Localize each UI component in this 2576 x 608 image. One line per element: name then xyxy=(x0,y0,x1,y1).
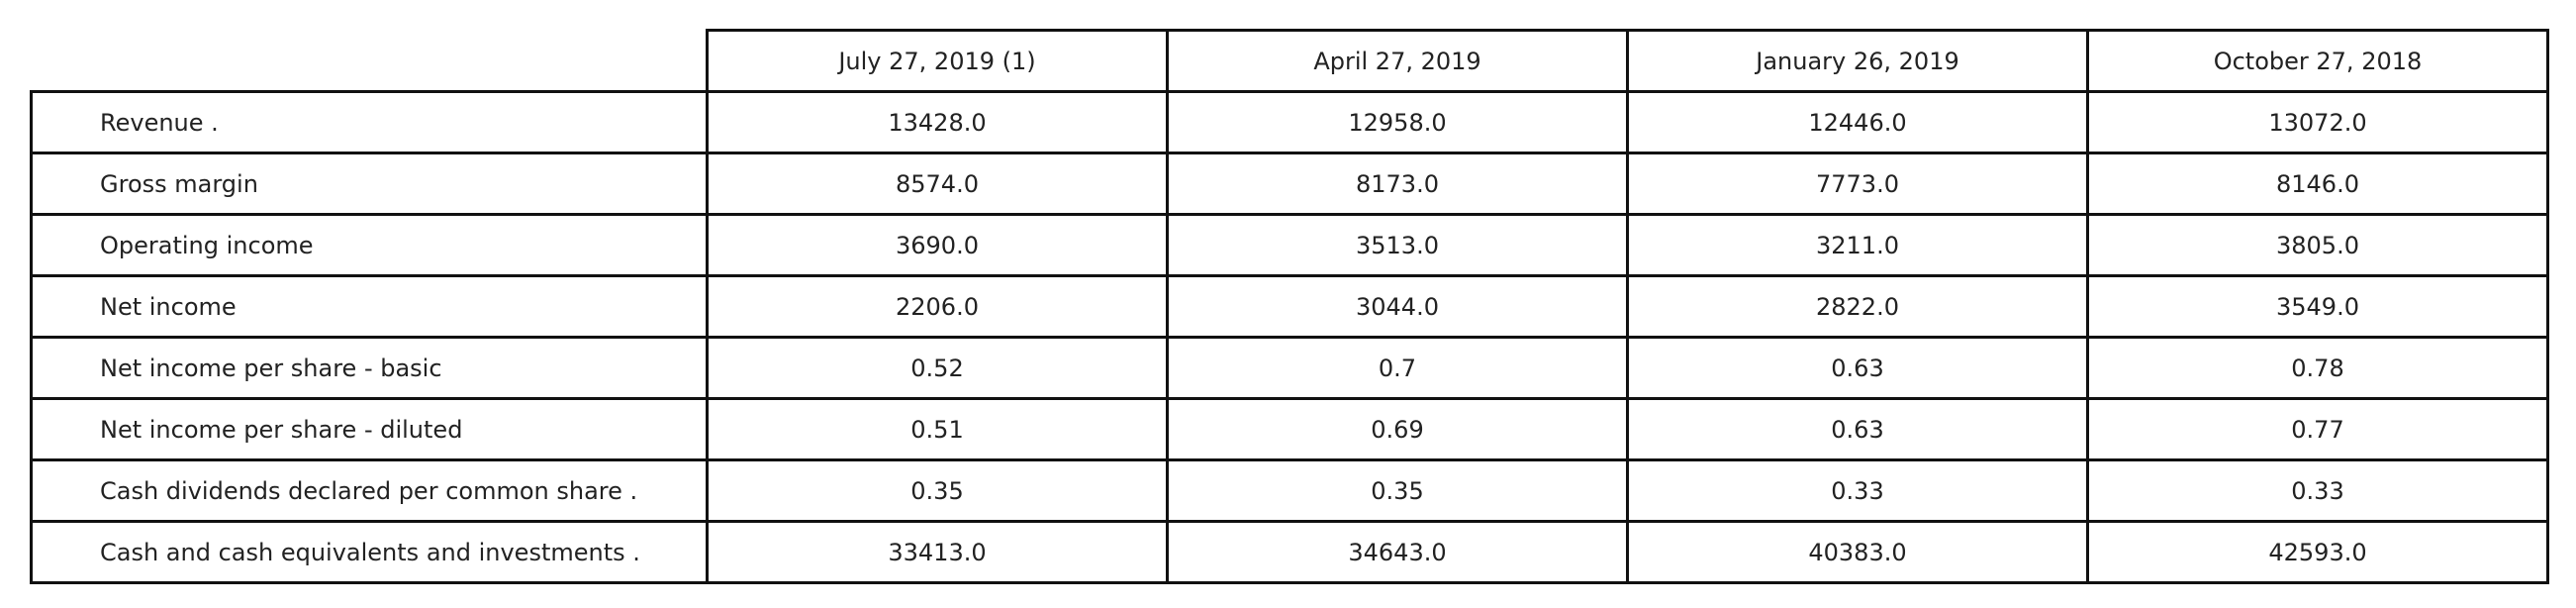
table-body: Revenue . 13428.0 12958.0 12446.0 13072.0 Gro… xyxy=(30,90,2549,584)
column-header: January 26, 2019 xyxy=(1626,29,2089,93)
table-cell: 0.52 xyxy=(706,336,1169,400)
header-row: July 27, 2019 (1) April 27, 2019 January… xyxy=(31,29,2549,93)
table-cell: 8146.0 xyxy=(2086,152,2549,216)
table-cell: 2206.0 xyxy=(706,274,1169,339)
table-cell: 0.63 xyxy=(1626,397,2089,461)
table-row: Revenue . 13428.0 12958.0 12446.0 13072.0 xyxy=(30,90,2549,154)
table-cell: 0.35 xyxy=(706,458,1169,523)
row-label: Net income per share - basic xyxy=(30,336,709,400)
table-cell: 40383.0 xyxy=(1626,520,2089,584)
table-cell: 3690.0 xyxy=(706,213,1169,277)
table-cell: 0.63 xyxy=(1626,336,2089,400)
table-cell: 12446.0 xyxy=(1626,90,2089,154)
table-cell: 12958.0 xyxy=(1166,90,1629,154)
table-cell: 0.69 xyxy=(1166,397,1629,461)
table-cell: 0.35 xyxy=(1166,458,1629,523)
corner-cell xyxy=(31,30,709,93)
table-cell: 13072.0 xyxy=(2086,90,2549,154)
table-cell: 3805.0 xyxy=(2086,213,2549,277)
table-row: Net income 2206.0 3044.0 2822.0 3549.0 xyxy=(30,274,2549,339)
table-cell: 13428.0 xyxy=(706,90,1169,154)
financial-table: July 27, 2019 (1) April 27, 2019 January… xyxy=(30,29,2549,584)
table-cell: 0.78 xyxy=(2086,336,2549,400)
table-cell: 8574.0 xyxy=(706,152,1169,216)
table-row: Net income per share - diluted 0.51 0.69 0.… xyxy=(30,397,2549,461)
row-label: Gross margin xyxy=(30,152,709,216)
table-cell: 0.7 xyxy=(1166,336,1629,400)
table-cell: 34643.0 xyxy=(1166,520,1629,584)
table-cell: 2822.0 xyxy=(1626,274,2089,339)
table-cell: 0.33 xyxy=(1626,458,2089,523)
row-label: Cash dividends declared per common share… xyxy=(30,458,709,523)
row-label: Net income per share - diluted xyxy=(30,397,709,461)
table-row: Cash and cash equivalents and investment… xyxy=(30,520,2549,584)
table-cell: 3513.0 xyxy=(1166,213,1629,277)
table-cell: 8173.0 xyxy=(1166,152,1629,216)
row-label: Cash and cash equivalents and investment… xyxy=(30,520,709,584)
table-cell: 42593.0 xyxy=(2086,520,2549,584)
table-cell: 0.51 xyxy=(706,397,1169,461)
row-label: Net income xyxy=(30,274,709,339)
column-header: April 27, 2019 xyxy=(1166,29,1629,93)
table-cell: 33413.0 xyxy=(706,520,1169,584)
table-row: Cash dividends declared per common share… xyxy=(30,458,2549,523)
table-cell: 7773.0 xyxy=(1626,152,2089,216)
table-row: Operating income 3690.0 3513.0 3211.0 3805.0 xyxy=(30,213,2549,277)
row-label: Operating income xyxy=(30,213,709,277)
table-cell: 0.77 xyxy=(2086,397,2549,461)
table-cell: 3549.0 xyxy=(2086,274,2549,339)
table-cell: 3044.0 xyxy=(1166,274,1629,339)
column-header: October 27, 2018 xyxy=(2086,29,2549,93)
table-row: Net income per share - basic 0.52 0.7 0.63 0… xyxy=(30,336,2549,400)
row-label: Revenue . xyxy=(30,90,709,154)
column-header: July 27, 2019 (1) xyxy=(706,29,1169,93)
table-cell: 3211.0 xyxy=(1626,213,2089,277)
table-cell: 0.33 xyxy=(2086,458,2549,523)
table-row: Gross margin 8574.0 8173.0 7773.0 8146.0 xyxy=(30,152,2549,216)
